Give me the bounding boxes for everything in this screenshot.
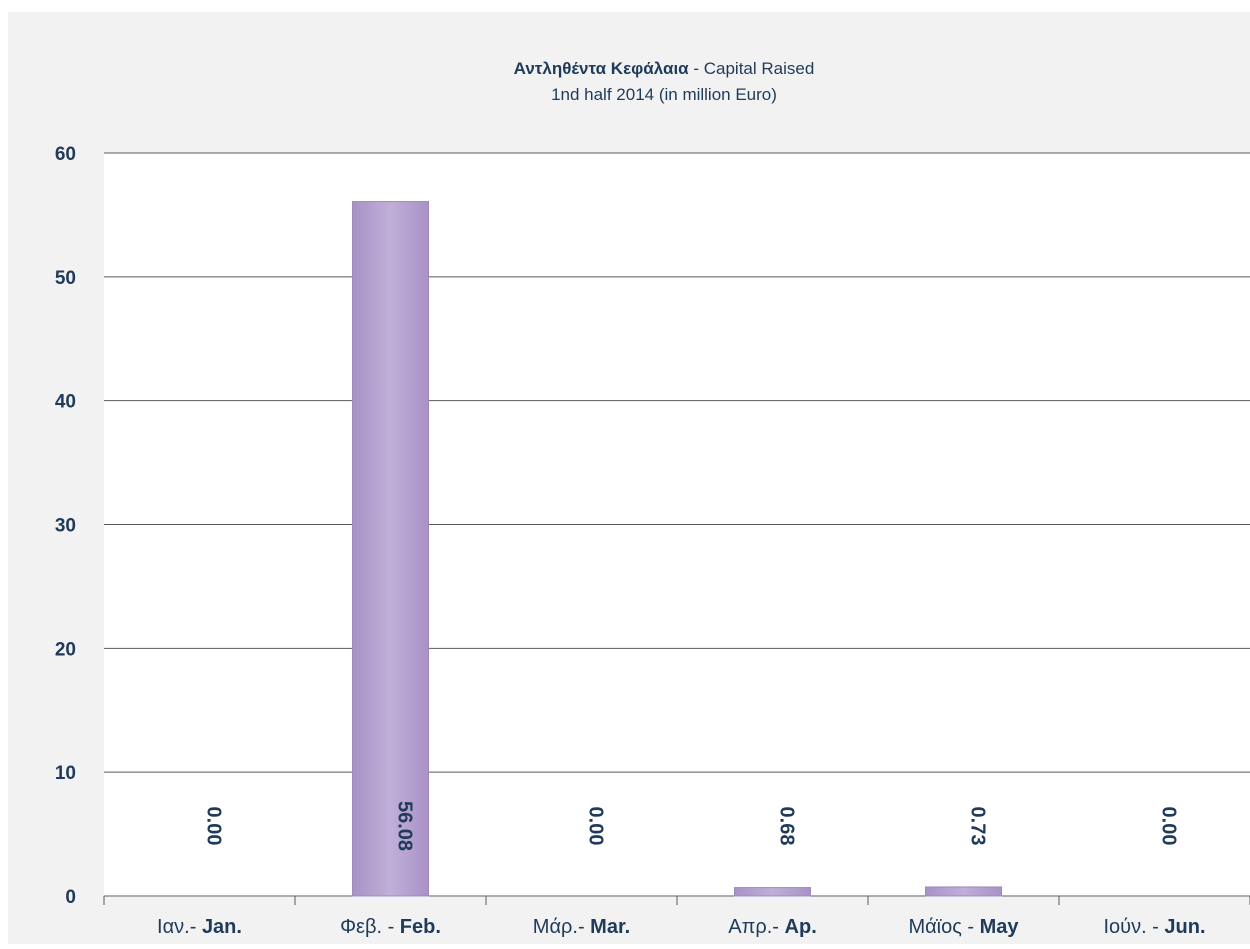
- chart-title: Αντληθέντα Κεφάλαια - Capital Raised: [514, 59, 815, 78]
- data-label-5: 0.00: [1158, 807, 1180, 846]
- chart-title-rest: - Capital Raised: [689, 59, 815, 78]
- data-label-1: 56.08: [394, 801, 416, 851]
- bar-3: [734, 887, 811, 897]
- x-tick-label-3: Απρ.- Ap.: [728, 916, 817, 938]
- x-tick-label-2: Μάρ.- Mar.: [533, 916, 630, 938]
- x-tick-label-greek-3: Απρ.-: [728, 916, 784, 938]
- data-labels: 0.00 56.08 0.00 0.68 0.73 0.00: [203, 801, 1180, 851]
- x-tick-label-english-1: Feb.: [400, 916, 441, 938]
- y-tick-label-0: 0: [65, 887, 76, 908]
- y-tick-label-30: 30: [55, 516, 76, 537]
- x-tick-label-greek-5: Ιούν. -: [1103, 916, 1164, 938]
- x-tick-label-1: Φεβ. - Feb.: [340, 916, 441, 938]
- data-label-3: 0.68: [776, 807, 798, 846]
- y-tick-label-10: 10: [55, 763, 76, 784]
- x-tick-label-english-3: Ap.: [785, 916, 817, 938]
- bars: [352, 201, 1002, 897]
- y-tick-label-50: 50: [55, 268, 76, 289]
- x-tick-label-0: Ιαν.- Jan.: [157, 916, 242, 938]
- x-tick-label-english-0: Jan.: [202, 916, 242, 938]
- bar-1: [352, 201, 429, 897]
- x-tick-label-english-4: May: [980, 916, 1020, 938]
- x-tick-label-english-2: Mar.: [590, 916, 630, 938]
- x-tick-label-greek-0: Ιαν.-: [157, 916, 202, 938]
- data-label-0: 0.00: [203, 807, 225, 846]
- data-label-4: 0.73: [967, 807, 989, 846]
- x-tick-label-english-5: Jun.: [1164, 916, 1205, 938]
- chart-subtitle: 1nd half 2014 (in million Euro): [551, 85, 777, 104]
- x-tick-label-greek-1: Φεβ. -: [340, 916, 400, 938]
- data-label-2: 0.00: [585, 807, 607, 846]
- y-tick-label-20: 20: [55, 639, 76, 660]
- y-tick-label-40: 40: [55, 392, 76, 413]
- x-tick-label-5: Ιούν. - Jun.: [1103, 916, 1205, 938]
- x-tick-label-greek-4: Μάϊος -: [908, 916, 979, 938]
- chart-title-bold: Αντληθέντα Κεφάλαια: [514, 59, 690, 78]
- y-tick-label-60: 60: [55, 144, 76, 165]
- y-axis: 0 10 20 30 40 50 60: [55, 144, 76, 908]
- x-tick-label-greek-2: Μάρ.-: [533, 916, 590, 938]
- x-tick-label-4: Μάϊος - May: [908, 916, 1019, 938]
- x-axis: Ιαν.- Jan. Φεβ. - Feb. Μάρ.- Mar. Απρ.- Ap.…: [103, 896, 1250, 938]
- bar-4: [925, 886, 1002, 897]
